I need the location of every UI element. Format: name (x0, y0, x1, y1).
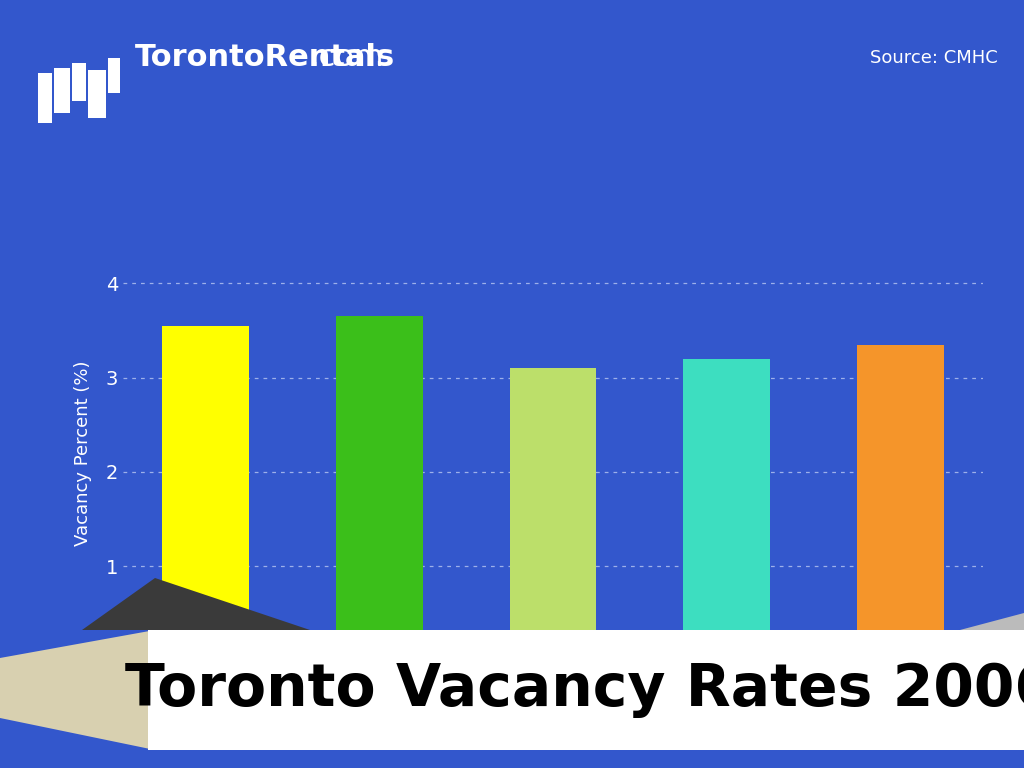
Text: Toronto Vacancy Rates 2006: Toronto Vacancy Rates 2006 (125, 661, 1024, 719)
Polygon shape (961, 613, 1024, 630)
Bar (336, 316, 423, 660)
Text: Source: CMHC: Source: CMHC (870, 49, 997, 67)
Polygon shape (0, 630, 155, 750)
Bar (683, 359, 770, 660)
Bar (510, 369, 596, 660)
Text: .com: .com (310, 44, 384, 72)
Bar (54, 68, 70, 113)
Bar (88, 70, 106, 118)
Text: TorontoRentals: TorontoRentals (135, 44, 395, 72)
Bar (162, 326, 249, 660)
Bar (72, 63, 86, 101)
Y-axis label: Vacancy Percent (%): Vacancy Percent (%) (74, 360, 92, 546)
Text: 2006: 2006 (528, 684, 578, 702)
Polygon shape (82, 578, 310, 630)
Bar (108, 58, 120, 93)
Legend: Bachelor, 1-Bedroom, 2-Bedroom, 3-Bedroom+, City Average: Bachelor, 1-Bedroom, 2-Bedroom, 3-Bedroo… (184, 710, 922, 742)
Bar (38, 73, 52, 123)
Polygon shape (148, 630, 1024, 750)
Bar (857, 345, 944, 660)
